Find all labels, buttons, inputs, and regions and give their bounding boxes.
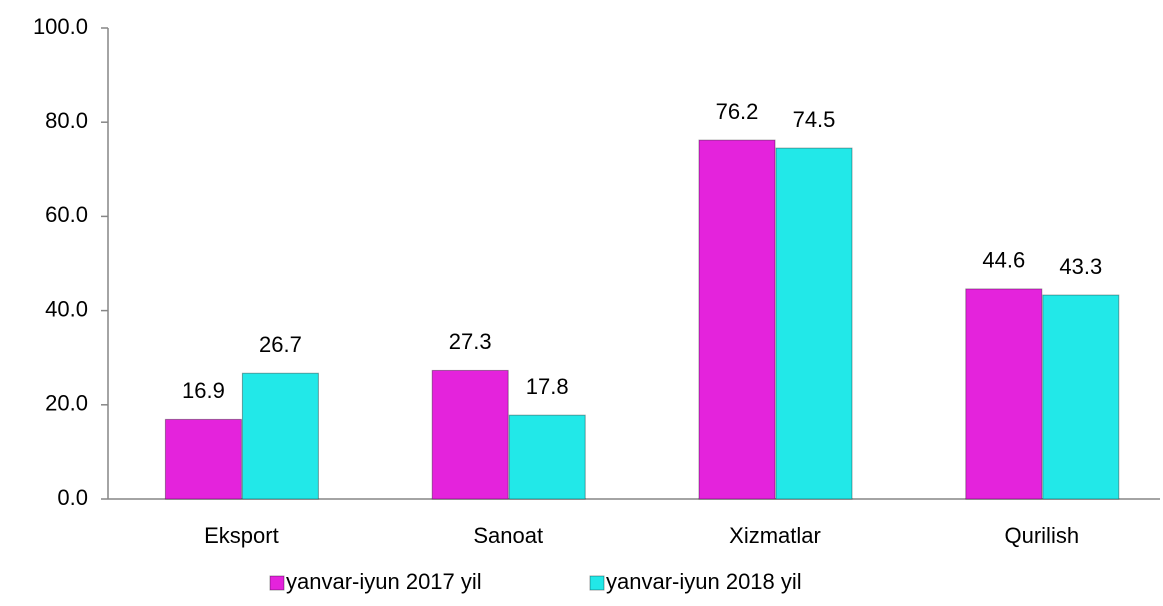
legend-swatch: [589, 575, 605, 591]
bar: [775, 147, 853, 500]
y-tick-label: 40.0: [45, 296, 88, 321]
bar: [431, 369, 509, 500]
y-tick-label: 0.0: [57, 485, 88, 510]
x-tick-label: Xizmatlar: [729, 523, 821, 548]
y-tick-label: 20.0: [45, 391, 88, 416]
x-tick-label: Qurilish: [1005, 523, 1080, 548]
y-tick-label: 60.0: [45, 202, 88, 227]
data-label: 76.2: [716, 99, 759, 124]
x-tick-label: Sanoat: [473, 523, 543, 548]
data-label: 26.7: [259, 332, 302, 357]
y-tick-label: 100.0: [33, 14, 88, 39]
legend-swatch: [269, 575, 285, 591]
legend-label: yanvar-iyun 2018 yil: [606, 569, 802, 594]
data-label: 43.3: [1059, 254, 1102, 279]
bar: [965, 288, 1043, 500]
x-tick-label: Eksport: [204, 523, 279, 548]
y-tick-label: 80.0: [45, 108, 88, 133]
data-label: 16.9: [182, 378, 225, 403]
legend-label: yanvar-iyun 2017 yil: [286, 569, 482, 594]
bar: [698, 139, 776, 500]
data-label: 17.8: [526, 374, 569, 399]
data-label: 27.3: [449, 329, 492, 354]
data-label: 44.6: [982, 248, 1025, 273]
bar: [1042, 294, 1120, 500]
bar: [164, 418, 242, 500]
bar: [241, 372, 319, 500]
data-label: 74.5: [793, 107, 836, 132]
bar: [508, 414, 586, 500]
